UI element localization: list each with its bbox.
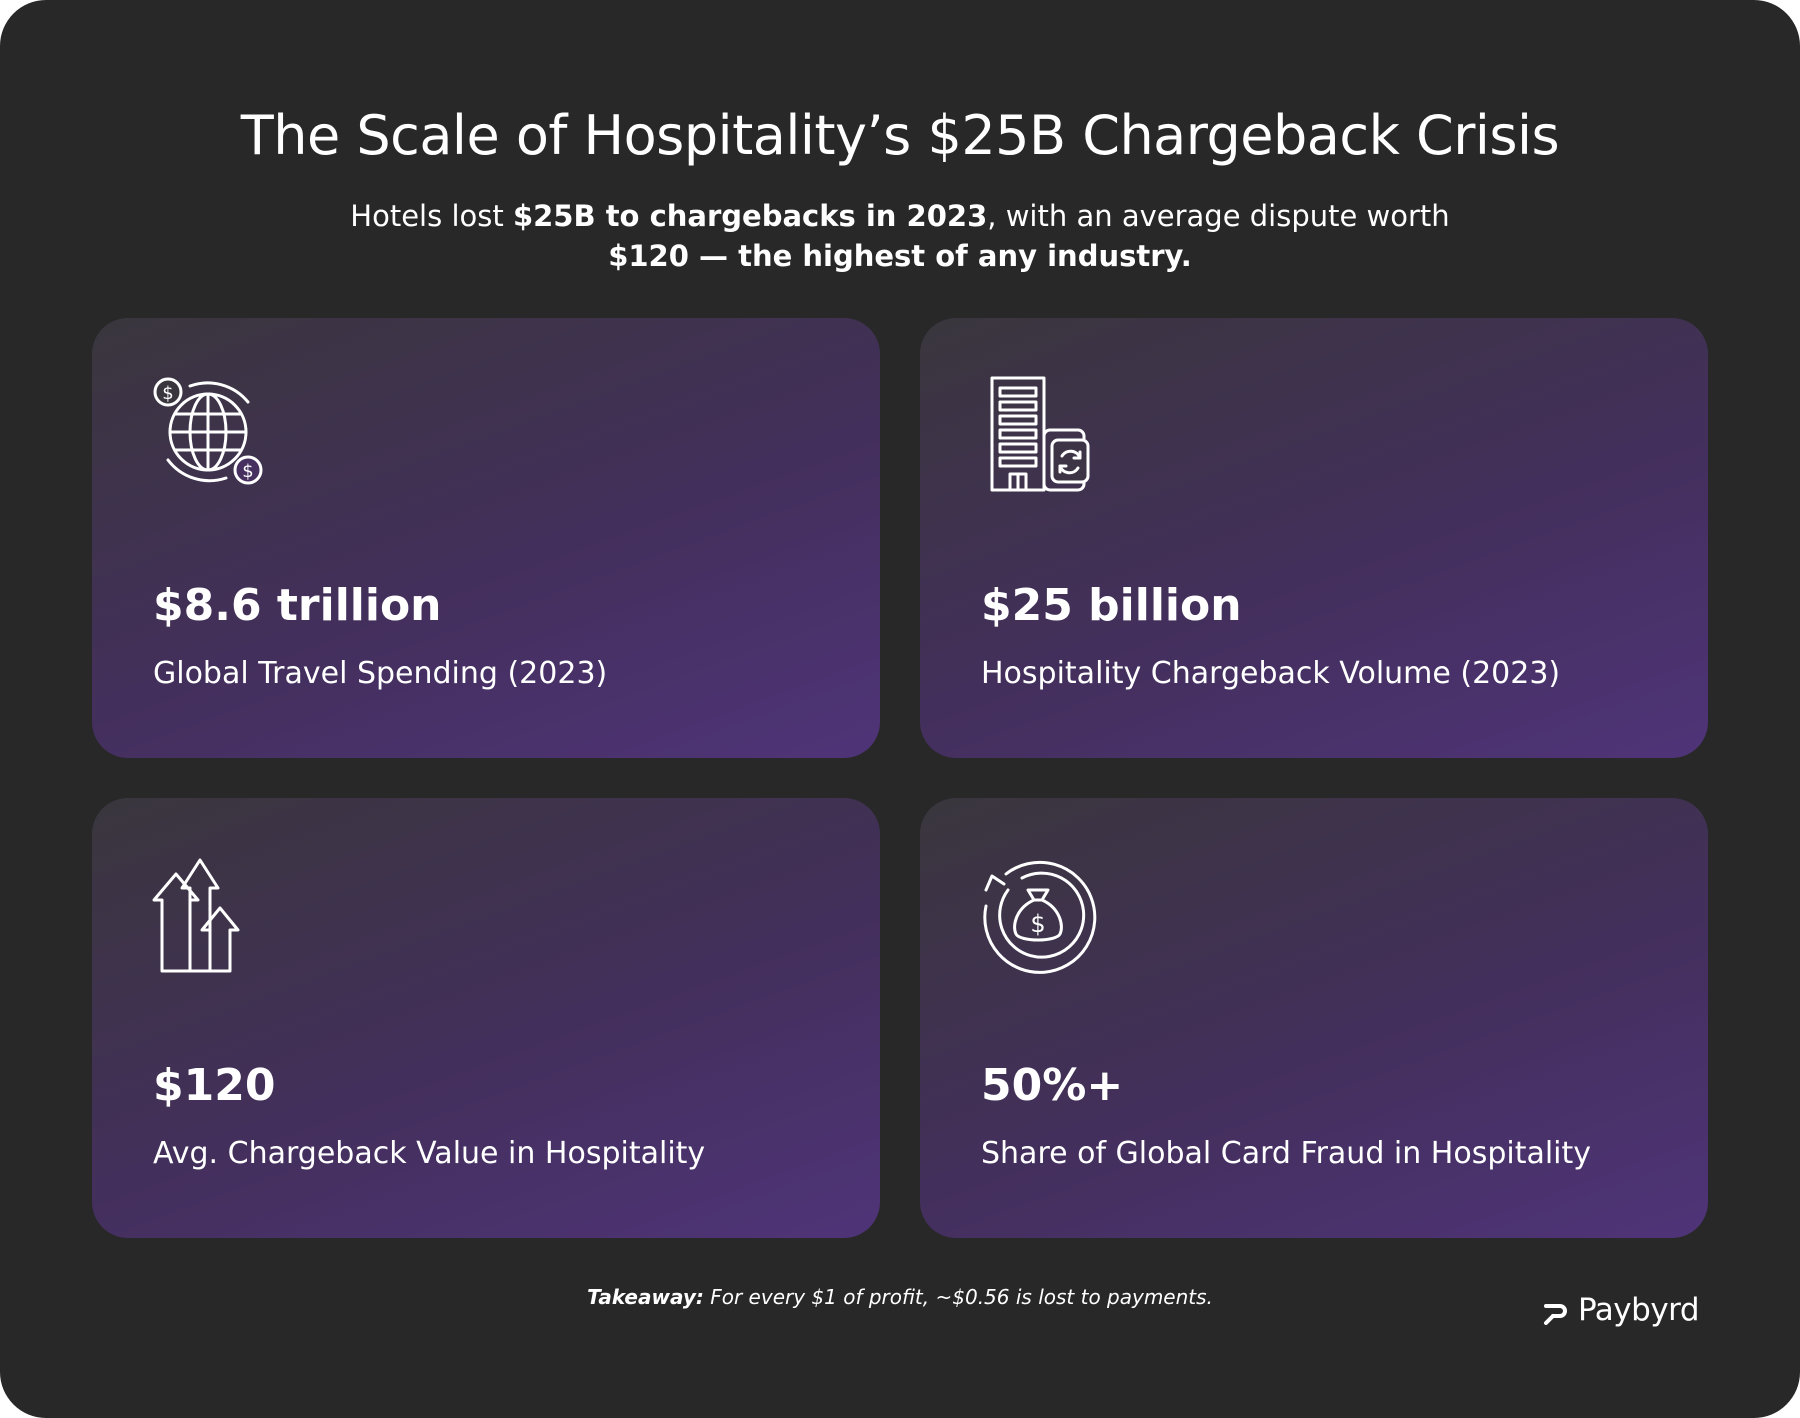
takeaway-label: Takeaway: — [587, 1285, 704, 1309]
brand-logo: Paybyrd — [1540, 1290, 1700, 1330]
paybyrd-logo-icon — [1544, 1304, 1567, 1325]
stat-label: Hospitality Chargeback Volume (2023) — [981, 656, 1561, 691]
hotel-building-icon — [978, 374, 1098, 494]
growth-arrows-icon — [150, 854, 270, 974]
stat-label: Share of Global Card Fraud in Hospitalit… — [981, 1136, 1592, 1171]
brand-name: Paybyrd — [1578, 1292, 1700, 1328]
money-bag-cycle-icon: $ — [978, 854, 1098, 974]
stat-card-travel-spending: $ $ $8.6 trillion Global Travel Spending… — [92, 318, 880, 758]
subtitle-text-1: Hotels lost — [350, 199, 513, 233]
stat-card-card-fraud: $ 50%+ Share of Global Card Fraud in Hos… — [920, 798, 1708, 1238]
stat-card-avg-chargeback: $120 Avg. Chargeback Value in Hospitalit… — [92, 798, 880, 1238]
stat-value: $8.6 trillion — [153, 580, 442, 631]
globe-dollar-icon: $ $ — [150, 374, 270, 494]
stat-value: 50%+ — [981, 1060, 1124, 1111]
subtitle-text-2: , with an average dispute worth — [987, 199, 1450, 233]
page-subtitle: Hotels lost $25B to chargebacks in 2023,… — [300, 196, 1500, 276]
stat-value: $120 — [153, 1060, 276, 1111]
svg-text:$: $ — [1030, 910, 1045, 938]
takeaway-text: For every $1 of profit, ~$0.56 is lost t… — [703, 1285, 1213, 1309]
stat-label: Global Travel Spending (2023) — [153, 656, 608, 691]
svg-text:$: $ — [162, 383, 173, 404]
stat-value: $25 billion — [981, 580, 1242, 631]
page-title: The Scale of Hospitality’s $25B Chargeba… — [240, 104, 1560, 167]
stat-card-chargeback-volume: $25 billion Hospitality Chargeback Volum… — [920, 318, 1708, 758]
takeaway-note: Takeaway: For every $1 of profit, ~$0.56… — [300, 1285, 1500, 1309]
svg-text:$: $ — [242, 461, 253, 482]
subtitle-bold-2: $120 — the highest of any industry. — [608, 239, 1192, 273]
subtitle-bold-1: $25B to chargebacks in 2023 — [512, 199, 988, 233]
stat-label: Avg. Chargeback Value in Hospitality — [153, 1136, 706, 1171]
